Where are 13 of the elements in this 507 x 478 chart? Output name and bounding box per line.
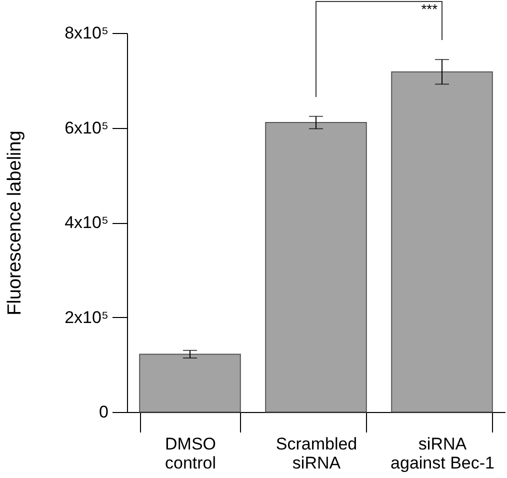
- x-tick-label: DMSO control: [164, 434, 216, 472]
- bar: [391, 71, 493, 412]
- y-axis-title: Fluorescence labeling: [4, 130, 26, 316]
- bar: [265, 122, 367, 412]
- text: ***: [421, 1, 438, 17]
- y-tick-label: 4x10⁵: [64, 213, 108, 232]
- y-tick-label: 6x10⁵: [64, 118, 108, 138]
- y-tick-label: 2x10⁵: [64, 308, 108, 327]
- bar: [139, 354, 241, 412]
- x-tick-label: siRNA against Bec-1: [390, 434, 494, 472]
- y-tick-label: 0: [99, 402, 108, 422]
- x-tick-label: Scrambled siRNA: [276, 434, 358, 472]
- y-tick-label: 8x10⁵: [64, 24, 108, 42]
